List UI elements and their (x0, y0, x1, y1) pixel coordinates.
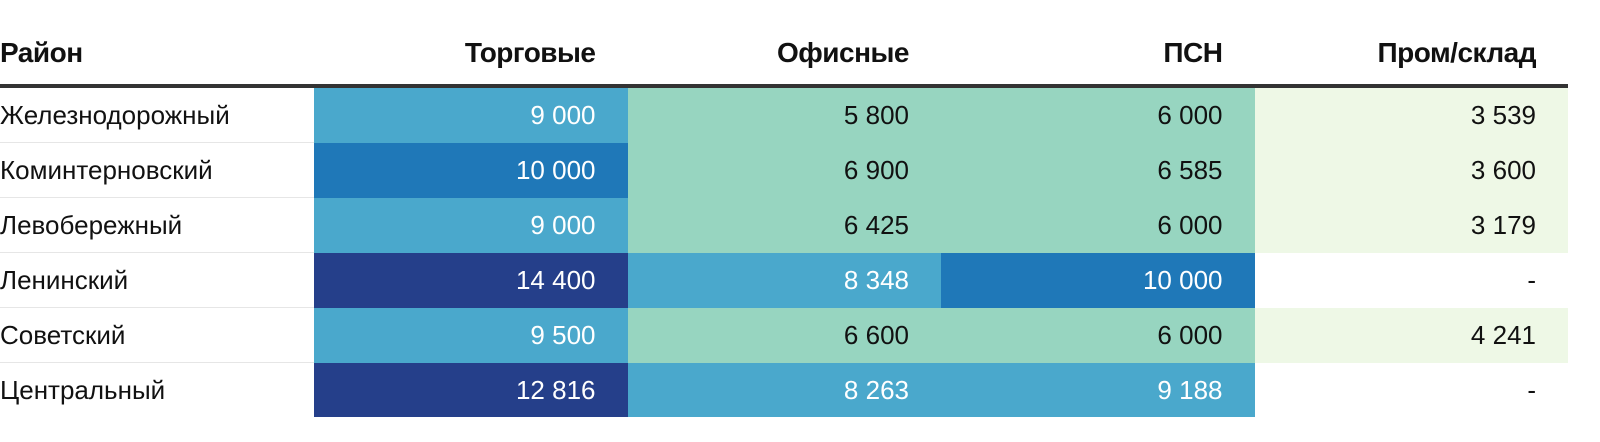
heat-cell: 10 000 (314, 142, 628, 198)
column-header-industrial: Пром/склад (1254, 22, 1568, 88)
heat-cell: 6 000 (941, 197, 1255, 253)
row-label: Центральный (0, 362, 314, 417)
heat-cell: - (1254, 362, 1568, 417)
heat-cell: 14 400 (314, 252, 628, 308)
heat-cell: 9 500 (314, 307, 628, 363)
column-header-district: Район (0, 22, 314, 88)
table-row: Советский 9 500 6 600 6 000 4 241 (0, 307, 1568, 363)
heat-cell: 8 263 (627, 362, 941, 417)
heat-cell: 6 585 (941, 142, 1255, 198)
heat-cell: 3 539 (1254, 86, 1568, 143)
heat-cell: 6 000 (941, 86, 1255, 143)
heat-cell: 12 816 (314, 362, 628, 417)
heat-cell: 4 241 (1254, 307, 1568, 363)
heat-cell: 5 800 (627, 86, 941, 143)
row-label: Железнодорожный (0, 86, 314, 143)
column-header-office: Офисные (627, 22, 941, 88)
heat-cell: 9 000 (314, 86, 628, 143)
table-row: Коминтерновский 10 000 6 900 6 585 3 600 (0, 142, 1568, 198)
heat-cell: - (1254, 252, 1568, 308)
heat-cell: 3 600 (1254, 142, 1568, 198)
header-row: Район Торговые Офисные ПСН Пром/склад (0, 22, 1568, 88)
heat-cell: 6 900 (627, 142, 941, 198)
heat-cell: 3 179 (1254, 197, 1568, 253)
table-row: Железнодорожный 9 000 5 800 6 000 3 539 (0, 86, 1568, 143)
heatmap-table: Район Торговые Офисные ПСН Пром/склад Же… (0, 22, 1568, 417)
heat-cell: 10 000 (941, 252, 1255, 308)
row-label: Левобережный (0, 197, 314, 253)
row-label: Коминтерновский (0, 142, 314, 198)
heat-cell: 6 000 (941, 307, 1255, 363)
heat-cell: 6 600 (627, 307, 941, 363)
row-label: Советский (0, 307, 314, 363)
column-header-retail: Торговые (314, 22, 628, 88)
heat-cell: 6 425 (627, 197, 941, 253)
table-row: Ленинский 14 400 8 348 10 000 - (0, 252, 1568, 308)
heat-cell: 8 348 (627, 252, 941, 308)
heat-cell: 9 000 (314, 197, 628, 253)
row-label: Ленинский (0, 252, 314, 308)
table-row: Центральный 12 816 8 263 9 188 - (0, 362, 1568, 417)
table-row: Левобережный 9 000 6 425 6 000 3 179 (0, 197, 1568, 253)
heat-cell: 9 188 (941, 362, 1255, 417)
column-header-psn: ПСН (941, 22, 1255, 88)
